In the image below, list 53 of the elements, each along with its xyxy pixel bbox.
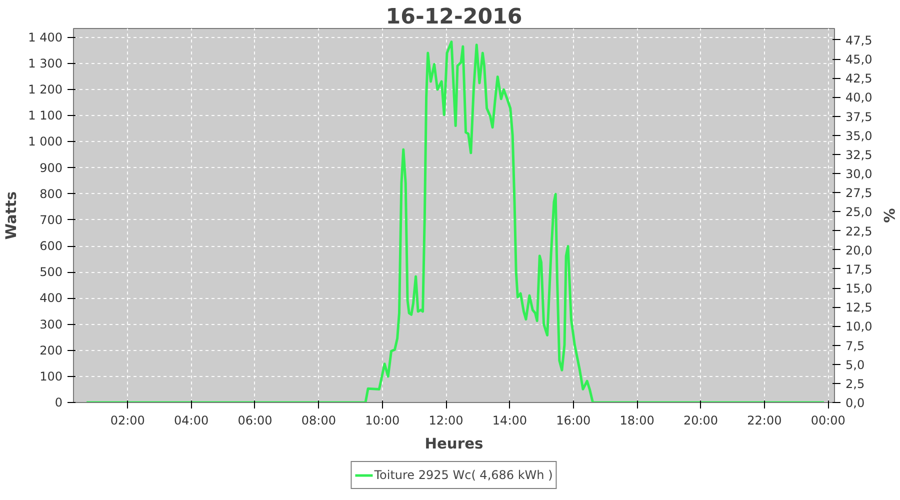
y-tick-label: 200 (40, 343, 62, 358)
y2-tick-label: 15,0 (846, 282, 872, 296)
y-tick-label: 800 (40, 186, 62, 201)
y-tick-label: 700 (40, 212, 62, 227)
y-axis-title: Watts (3, 191, 20, 240)
x-tick-label: 00:00 (810, 414, 846, 428)
y2-tick-label: 20,0 (846, 243, 872, 258)
y2-tick-label: 30,0 (846, 167, 872, 182)
x-tick-label: 10:00 (365, 414, 400, 428)
y2-tick-label: 47,5 (846, 33, 872, 48)
y-tick-label: 1 000 (28, 134, 63, 149)
x-tick-label: 22:00 (747, 414, 782, 428)
y-tick-label: 600 (40, 239, 62, 254)
y2-tick-label: 27,5 (846, 186, 872, 200)
x-tick-label: 18:00 (620, 414, 654, 428)
x-tick-label: 08:00 (301, 414, 336, 428)
y-tick-label: 1 400 (28, 30, 63, 44)
y2-tick-label: 22,5 (846, 224, 872, 238)
y-tick-label: 0 (54, 396, 63, 410)
y-tick-label: 1 300 (28, 56, 63, 70)
y2-axis-title: % (880, 208, 898, 224)
x-tick-label: 14:00 (492, 414, 528, 428)
x-tick-label: 02:00 (110, 414, 145, 428)
x-tick-label: 06:00 (238, 414, 272, 428)
y2-tick-label: 0,0 (846, 396, 865, 410)
y2-tick-label: 7,5 (846, 338, 865, 353)
y2-tick-label: 12,5 (846, 300, 872, 315)
y-tick-label: 900 (40, 160, 62, 175)
y2-tick-label: 40,0 (846, 90, 872, 105)
x-tick-label: 16:00 (556, 414, 591, 428)
y2-tick-label: 42,5 (846, 72, 872, 86)
y2-tick-label: 25,0 (846, 205, 872, 220)
x-tick-label: 04:00 (174, 414, 209, 428)
y-tick-label: 300 (40, 317, 62, 332)
y2-tick-label: 5,0 (846, 358, 865, 372)
y-tick-label: 100 (40, 369, 62, 384)
line-series (85, 40, 826, 402)
y-tick-label: 1 200 (28, 82, 63, 97)
y-tick-label: 500 (40, 265, 62, 280)
y2-tick-label: 45,0 (846, 52, 872, 67)
legend-label: Toiture 2925 Wc( 4,686 kWh ) (374, 468, 553, 482)
y2-tick-label: 2,5 (846, 376, 865, 391)
y2-tick-label: 37,5 (846, 110, 872, 124)
y2-tick-label: 35,0 (846, 128, 872, 143)
chart-title: 16-12-2016 (386, 4, 522, 30)
y2-tick-label: 32,5 (846, 148, 872, 162)
x-tick-label: 12:00 (428, 414, 464, 428)
y2-tick-label: 10,0 (846, 320, 872, 334)
x-tick-label: 20:00 (683, 414, 718, 428)
y-tick-label: 400 (40, 291, 62, 306)
y-tick-label: 1 100 (28, 108, 63, 123)
y2-tick-label: 17,5 (846, 262, 872, 276)
x-axis-title: Heures (424, 436, 484, 452)
